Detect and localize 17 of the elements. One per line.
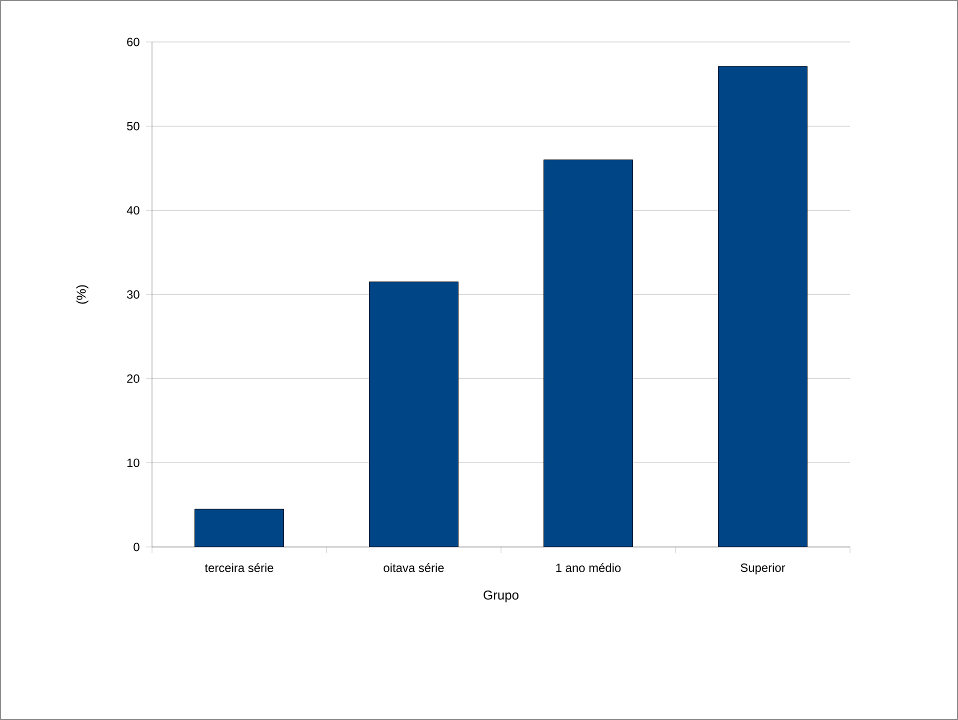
y-tick-label: 40 [126, 206, 140, 215]
bar [544, 160, 634, 547]
y-tick-label: 60 [127, 38, 140, 46]
y-tick-label: 50 [127, 122, 140, 130]
y-axis-title: (%) [76, 285, 88, 304]
y-tick-label: 30 [126, 290, 140, 299]
x-tick-label: oitava série [384, 563, 444, 572]
bar [194, 508, 284, 547]
bar [718, 66, 808, 547]
y-tick-label: 0 [134, 542, 140, 552]
x-axis-title: Grupo [484, 590, 518, 602]
y-tick-label: 10 [127, 458, 140, 468]
y-tick-label: 20 [127, 374, 140, 383]
x-tick-label: Superior [740, 563, 786, 574]
x-tick-label: 1 ano médio [556, 563, 621, 572]
bar [369, 282, 459, 547]
x-tick-label: terceira série [204, 563, 274, 572]
